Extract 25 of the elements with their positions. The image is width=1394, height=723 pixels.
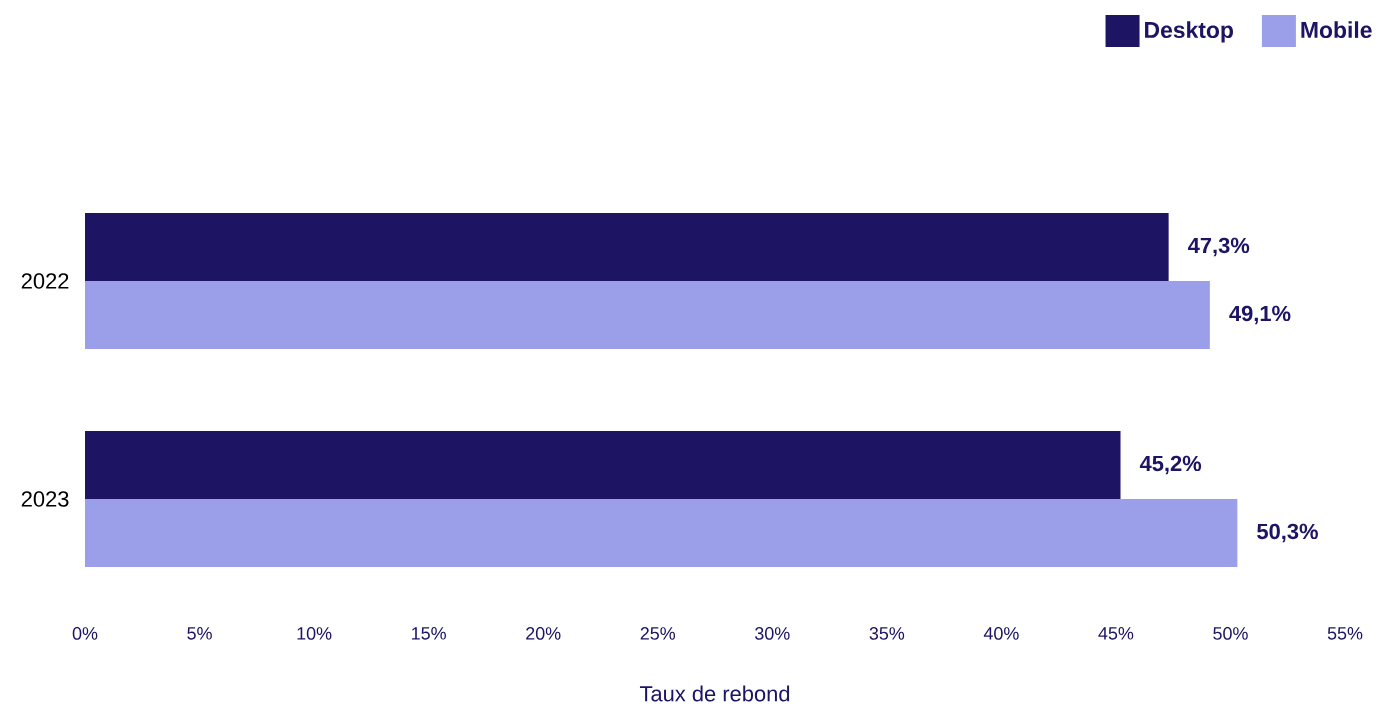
x-tick-label: 25% [640, 627, 676, 640]
x-tick-label: 5% [187, 627, 212, 640]
data-label: 50,3% [1257, 523, 1318, 543]
data-label: 47,3% [1188, 237, 1250, 257]
bar [85, 499, 1238, 568]
y-tick-label: 2022 [21, 273, 69, 289]
x-tick-label: 20% [526, 627, 561, 640]
x-tick-label: 30% [755, 627, 790, 640]
bar [85, 431, 1121, 499]
x-tick-label: 10% [297, 627, 332, 640]
x-tick-label: 50% [1213, 627, 1248, 640]
bar [85, 213, 1169, 281]
data-label: 49,1% [1229, 305, 1291, 325]
x-tick-label: 15% [412, 627, 446, 640]
x-tick-label: 0% [72, 627, 98, 640]
x-tick-label: 40% [983, 627, 1019, 640]
y-tick-label: 2023 [21, 491, 69, 507]
legend-label: Desktop [1145, 21, 1233, 43]
x-tick-label: 35% [869, 627, 905, 640]
data-label: 45,2% [1139, 455, 1202, 475]
x-tick-label: 45% [1098, 627, 1134, 640]
x-tick-label: 55% [1327, 627, 1363, 640]
x-axis-title: Taux de rebond [639, 685, 790, 702]
legend-label: Mobile [1301, 21, 1372, 39]
bar [85, 281, 1210, 349]
